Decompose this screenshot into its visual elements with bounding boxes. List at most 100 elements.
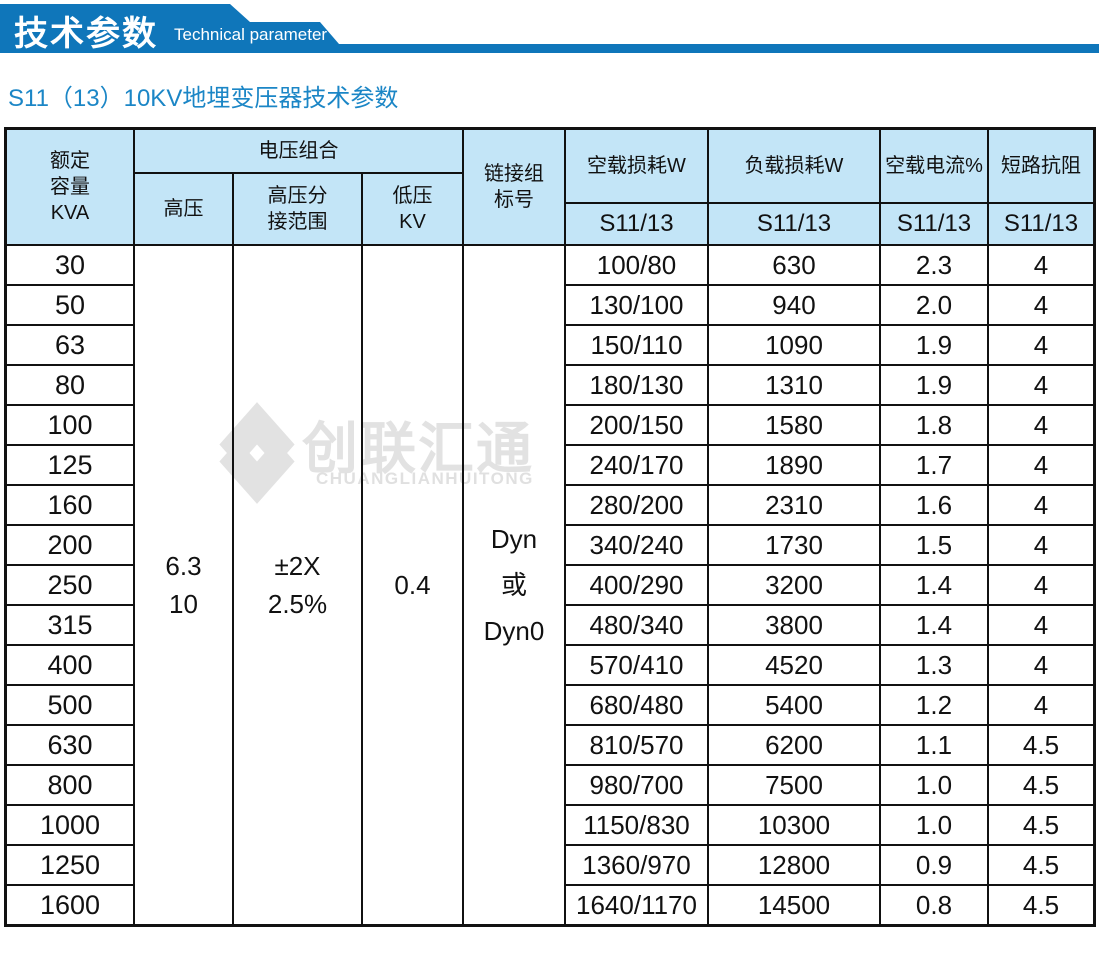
cell-no-load-current: 0.8 [880, 885, 988, 925]
cell-no-load-current: 1.8 [880, 405, 988, 445]
header-low-voltage: 低压 KV [362, 173, 463, 245]
cell-no-load-loss: 400/290 [565, 565, 708, 605]
cell-load-loss: 14500 [708, 885, 880, 925]
cell-load-loss: 1090 [708, 325, 880, 365]
cell-kva: 100 [6, 405, 134, 445]
cell-kva: 160 [6, 485, 134, 525]
header-rated-capacity: 额定 容量 KVA [6, 129, 134, 245]
header-no-load-loss-model: S11/13 [565, 203, 708, 245]
header-high-voltage: 高压 [134, 173, 233, 245]
banner-ribbon [0, 4, 1099, 53]
cell-impedance: 4.5 [988, 805, 1094, 845]
watermark-name-zh: 创联汇通 [302, 417, 534, 480]
cell-tap-range-line: 2.5% [267, 589, 328, 619]
cell-kva: 63 [6, 325, 134, 365]
cell-impedance: 4 [988, 245, 1094, 285]
cell-load-loss: 1310 [708, 365, 880, 405]
header-hv-tap-range: 高压分 接范围 [233, 173, 362, 245]
cell-no-load-loss: 130/100 [565, 285, 708, 325]
cell-kva: 80 [6, 365, 134, 405]
cell-kva: 315 [6, 605, 134, 645]
cell-kva: 800 [6, 765, 134, 805]
cell-load-loss: 5400 [708, 685, 880, 725]
cell-kva: 1000 [6, 805, 134, 845]
header-rated-capacity-line: 容量 [50, 176, 90, 198]
cell-hv-voltage-merged: 6.3 10 [134, 245, 233, 925]
header-hv-tap-range-line: 高压分 [267, 185, 328, 207]
cell-kva: 200 [6, 525, 134, 565]
cell-impedance: 4 [988, 645, 1094, 685]
cell-no-load-loss: 810/570 [565, 725, 708, 765]
cell-load-loss: 3800 [708, 605, 880, 645]
cell-no-load-current: 1.0 [880, 805, 988, 845]
header-load-loss-model: S11/13 [708, 203, 880, 245]
cell-no-load-loss: 150/110 [565, 325, 708, 365]
cell-impedance: 4 [988, 285, 1094, 325]
cell-impedance: 4 [988, 565, 1094, 605]
cell-impedance: 4 [988, 445, 1094, 485]
header-no-load-current: 空载电流% [880, 129, 988, 203]
cell-no-load-current: 1.3 [880, 645, 988, 685]
cell-no-load-loss: 100/80 [565, 245, 708, 285]
cell-kva: 1600 [6, 885, 134, 925]
cell-impedance: 4 [988, 485, 1094, 525]
cell-load-loss: 1580 [708, 405, 880, 445]
cell-no-load-loss: 280/200 [565, 485, 708, 525]
cell-no-load-current: 1.2 [880, 685, 988, 725]
banner-ribbon-shape [0, 4, 1099, 53]
cell-no-load-current: 1.6 [880, 485, 988, 525]
cell-no-load-current: 2.0 [880, 285, 988, 325]
cell-no-load-loss: 480/340 [565, 605, 708, 645]
cell-no-load-loss: 980/700 [565, 765, 708, 805]
cell-load-loss: 10300 [708, 805, 880, 845]
cell-no-load-current: 1.1 [880, 725, 988, 765]
spec-table: 额定 容量 KVA 电压组合 高压 高压分 接范围 低压 KV 链接组 标号 空… [4, 127, 1096, 927]
cell-impedance: 4.5 [988, 885, 1094, 925]
cell-hv-voltage-line: 10 [169, 589, 198, 619]
cell-tap-range-line: ±2X [274, 551, 321, 581]
header-connection-group: 链接组 标号 [463, 129, 565, 245]
cell-no-load-current: 1.0 [880, 765, 988, 805]
cell-load-loss: 4520 [708, 645, 880, 685]
header-rated-capacity-line: 额定 [50, 150, 90, 172]
cell-impedance: 4 [988, 405, 1094, 445]
banner-title: 技术参数 [14, 15, 158, 53]
cell-load-loss: 3200 [708, 565, 880, 605]
cell-impedance: 4.5 [988, 765, 1094, 805]
header-connection-group-line: 链接组 [484, 163, 544, 185]
cell-connection-line: 或 [500, 570, 527, 600]
header-load-loss: 负载损耗W [708, 129, 880, 203]
header-low-voltage-line: 低压 [392, 185, 433, 207]
header-hv-tap-range-line: 接范围 [267, 211, 328, 233]
cell-connection-line: Dyn0 [483, 616, 545, 646]
watermark-name-en: CHUANGLIANHUITONG [316, 469, 534, 488]
header-no-load-loss: 空载损耗W [565, 129, 708, 203]
cell-lv-voltage-merged: 0.4 [362, 245, 463, 925]
cell-no-load-current: 1.4 [880, 565, 988, 605]
header-voltage-group: 电压组合 [134, 129, 463, 173]
cell-impedance: 4 [988, 525, 1094, 565]
cell-kva: 125 [6, 445, 134, 485]
cell-load-loss: 12800 [708, 845, 880, 885]
cell-no-load-current: 1.4 [880, 605, 988, 645]
cell-no-load-loss: 340/240 [565, 525, 708, 565]
cell-no-load-loss: 240/170 [565, 445, 708, 485]
cell-load-loss: 940 [708, 285, 880, 325]
cell-no-load-loss: 200/150 [565, 405, 708, 445]
header-low-voltage-line: KV [399, 211, 426, 233]
cell-no-load-loss: 570/410 [565, 645, 708, 685]
cell-load-loss: 1730 [708, 525, 880, 565]
cell-kva: 500 [6, 685, 134, 725]
cell-load-loss: 2310 [708, 485, 880, 525]
page-title: S11（13）10KV地埋变压器技术参数 [8, 85, 399, 112]
cell-no-load-loss: 680/480 [565, 685, 708, 725]
cell-load-loss: 7500 [708, 765, 880, 805]
cell-no-load-loss: 180/130 [565, 365, 708, 405]
cell-kva: 30 [6, 245, 134, 285]
cell-kva: 250 [6, 565, 134, 605]
cell-impedance: 4 [988, 685, 1094, 725]
cell-no-load-current: 1.9 [880, 325, 988, 365]
header-rated-capacity-line: KVA [50, 202, 90, 224]
cell-impedance: 4 [988, 605, 1094, 645]
cell-no-load-current: 1.7 [880, 445, 988, 485]
